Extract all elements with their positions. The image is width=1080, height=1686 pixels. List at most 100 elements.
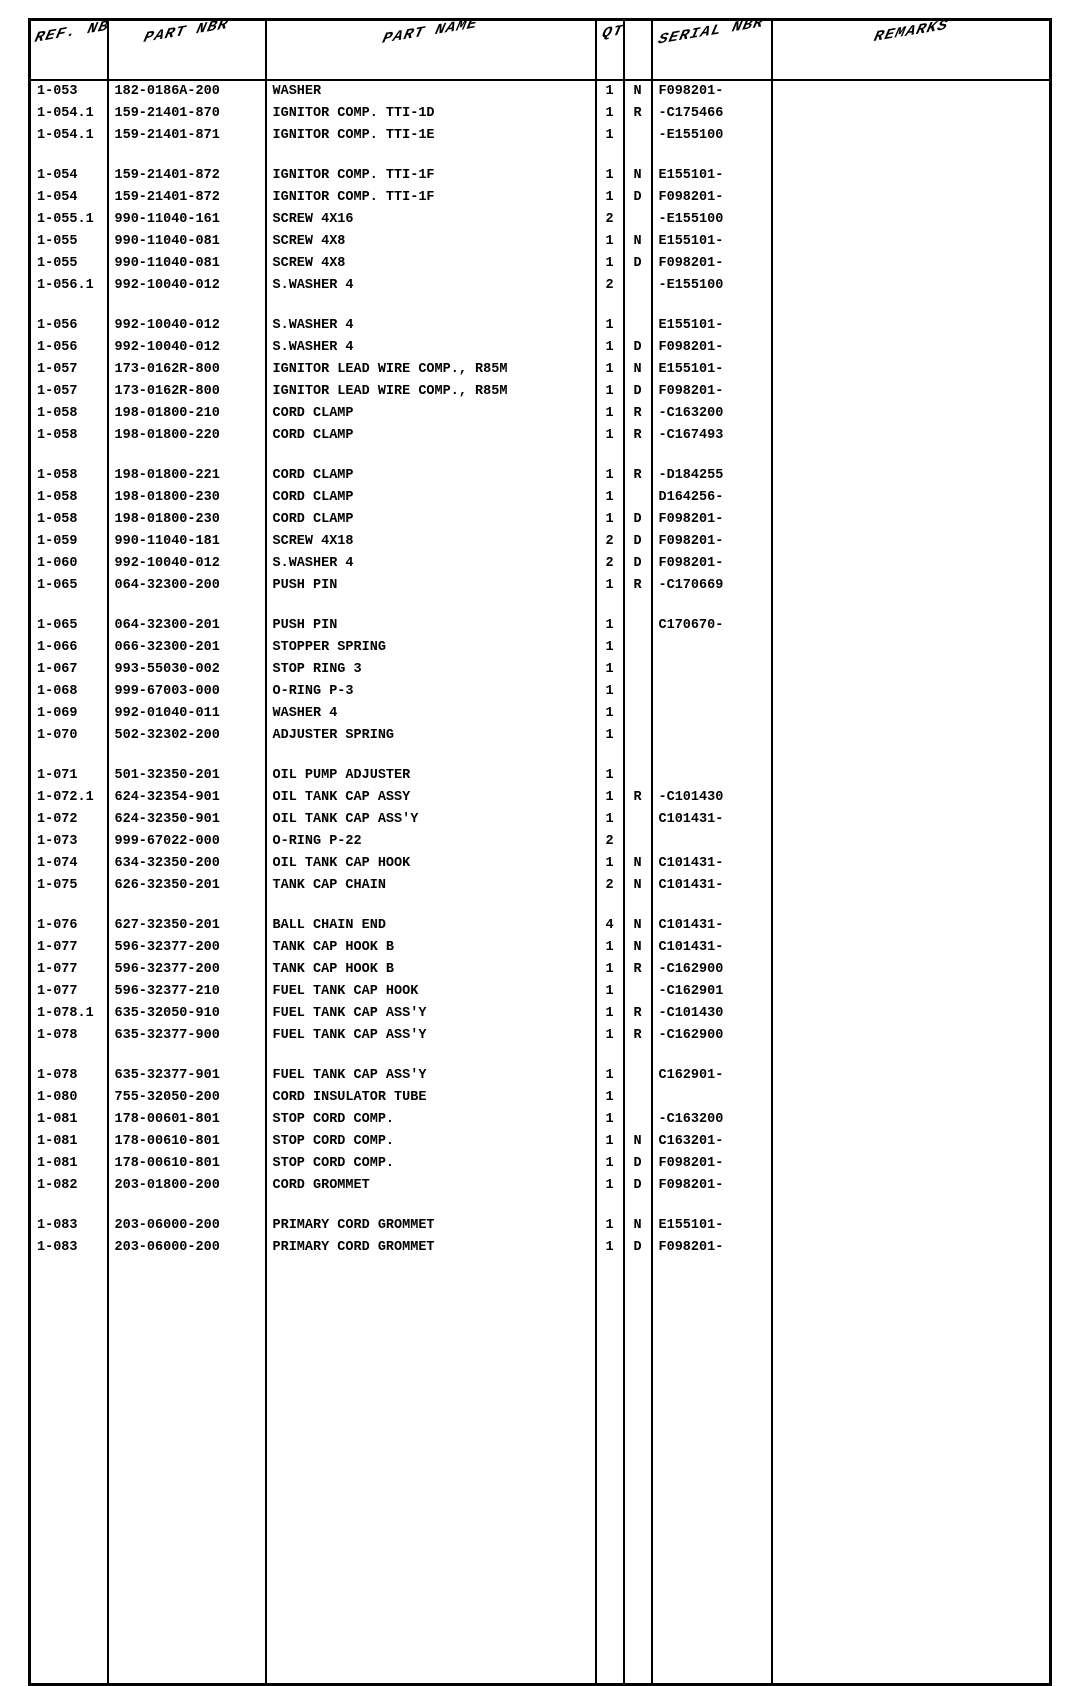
cell-ref: 1-057 bbox=[30, 359, 108, 381]
table-row: 1-055.1990-11040-161SCREW 4X162-E155100 bbox=[30, 209, 1051, 231]
cell-rem bbox=[772, 1003, 1051, 1025]
cell-rem bbox=[772, 103, 1051, 125]
table-row: 1-054159-21401-872IGNITOR COMP. TTI-1F1D… bbox=[30, 187, 1051, 209]
cell-ref: 1-054.1 bbox=[30, 125, 108, 147]
cell-ref: 1-054 bbox=[30, 165, 108, 187]
cell-qty: 1 bbox=[596, 253, 624, 275]
cell-ref: 1-080 bbox=[30, 1087, 108, 1109]
cell-flag: R bbox=[624, 787, 652, 809]
cell-part: 198-01800-221 bbox=[108, 465, 266, 487]
header-ref: REF. NBR bbox=[30, 20, 108, 81]
cell-qty: 1 bbox=[596, 937, 624, 959]
cell-qty: 1 bbox=[596, 1215, 624, 1237]
cell-name: SCREW 4X16 bbox=[266, 209, 596, 231]
cell-rem bbox=[772, 465, 1051, 487]
cell-ref: 1-058 bbox=[30, 425, 108, 447]
cell-ser: C101431- bbox=[652, 853, 772, 875]
table-row: 1-056992-10040-012S.WASHER 41DF098201- bbox=[30, 337, 1051, 359]
cell-ser: F098201- bbox=[652, 1175, 772, 1197]
cell-part: 627-32350-201 bbox=[108, 915, 266, 937]
cell-name: OIL PUMP ADJUSTER bbox=[266, 765, 596, 787]
cell-qty: 1 bbox=[596, 165, 624, 187]
cell-rem bbox=[772, 125, 1051, 147]
cell-ser: E155101- bbox=[652, 165, 772, 187]
cell-rem bbox=[772, 487, 1051, 509]
table-row: 1-058198-01800-230CORD CLAMP1DF098201- bbox=[30, 509, 1051, 531]
cell-name: IGNITOR COMP. TTI-1D bbox=[266, 103, 596, 125]
cell-name: IGNITOR COMP. TTI-1E bbox=[266, 125, 596, 147]
cell-ref: 1-077 bbox=[30, 981, 108, 1003]
cell-ref: 1-053 bbox=[30, 80, 108, 103]
cell-name: FUEL TANK CAP ASS'Y bbox=[266, 1025, 596, 1047]
cell-ref: 1-055 bbox=[30, 231, 108, 253]
cell-part: 990-11040-181 bbox=[108, 531, 266, 553]
cell-part: 596-32377-210 bbox=[108, 981, 266, 1003]
group-spacer bbox=[30, 297, 1051, 315]
cell-ser: -C170669 bbox=[652, 575, 772, 597]
cell-part: 990-11040-081 bbox=[108, 253, 266, 275]
cell-part: 159-21401-870 bbox=[108, 103, 266, 125]
cell-flag: D bbox=[624, 531, 652, 553]
cell-name: TANK CAP CHAIN bbox=[266, 875, 596, 897]
cell-flag: R bbox=[624, 103, 652, 125]
table-row: 1-058198-01800-220CORD CLAMP1R-C167493 bbox=[30, 425, 1051, 447]
cell-part: 198-01800-210 bbox=[108, 403, 266, 425]
cell-ref: 1-066 bbox=[30, 637, 108, 659]
cell-part: 198-01800-220 bbox=[108, 425, 266, 447]
table-row: 1-058198-01800-221CORD CLAMP1R-D184255 bbox=[30, 465, 1051, 487]
header-flag bbox=[624, 20, 652, 81]
table-row: 1-077596-32377-200TANK CAP HOOK B1NC1014… bbox=[30, 937, 1051, 959]
cell-part: 992-10040-012 bbox=[108, 275, 266, 297]
cell-ref: 1-060 bbox=[30, 553, 108, 575]
cell-rem bbox=[772, 275, 1051, 297]
header-serial: SERIAL NBR bbox=[652, 20, 772, 81]
cell-part: 624-32350-901 bbox=[108, 809, 266, 831]
cell-qty: 2 bbox=[596, 875, 624, 897]
cell-ref: 1-055 bbox=[30, 253, 108, 275]
cell-part: 596-32377-200 bbox=[108, 959, 266, 981]
cell-part: 624-32354-901 bbox=[108, 787, 266, 809]
table-row: 1-081178-00610-801STOP CORD COMP.1NC1632… bbox=[30, 1131, 1051, 1153]
cell-rem bbox=[772, 509, 1051, 531]
table-row: 1-056.1992-10040-012S.WASHER 42-E155100 bbox=[30, 275, 1051, 297]
cell-ref: 1-054 bbox=[30, 187, 108, 209]
cell-part: 990-11040-081 bbox=[108, 231, 266, 253]
cell-flag: D bbox=[624, 1237, 652, 1259]
cell-ref: 1-058 bbox=[30, 403, 108, 425]
cell-qty: 4 bbox=[596, 915, 624, 937]
cell-part: 203-01800-200 bbox=[108, 1175, 266, 1197]
cell-name: IGNITOR COMP. TTI-1F bbox=[266, 165, 596, 187]
cell-part: 992-10040-012 bbox=[108, 553, 266, 575]
cell-rem bbox=[772, 875, 1051, 897]
cell-ref: 1-070 bbox=[30, 725, 108, 747]
cell-qty: 1 bbox=[596, 765, 624, 787]
cell-rem bbox=[772, 1215, 1051, 1237]
cell-flag: D bbox=[624, 553, 652, 575]
cell-qty: 1 bbox=[596, 315, 624, 337]
cell-flag bbox=[624, 725, 652, 747]
cell-flag: D bbox=[624, 187, 652, 209]
cell-ref: 1-065 bbox=[30, 575, 108, 597]
cell-flag bbox=[624, 681, 652, 703]
cell-flag bbox=[624, 765, 652, 787]
cell-flag: D bbox=[624, 381, 652, 403]
cell-rem bbox=[772, 915, 1051, 937]
cell-name: S.WASHER 4 bbox=[266, 553, 596, 575]
cell-rem bbox=[772, 725, 1051, 747]
group-spacer bbox=[30, 597, 1051, 615]
cell-name: OIL TANK CAP ASSY bbox=[266, 787, 596, 809]
cell-name: STOP CORD COMP. bbox=[266, 1153, 596, 1175]
cell-name: IGNITOR COMP. TTI-1F bbox=[266, 187, 596, 209]
cell-name: CORD CLAMP bbox=[266, 425, 596, 447]
cell-name: OIL TANK CAP ASS'Y bbox=[266, 809, 596, 831]
cell-ser: -C162901 bbox=[652, 981, 772, 1003]
table-row: 1-068999-67003-000O-RING P-31 bbox=[30, 681, 1051, 703]
cell-name: BALL CHAIN END bbox=[266, 915, 596, 937]
cell-ser: -C101430 bbox=[652, 1003, 772, 1025]
cell-rem bbox=[772, 981, 1051, 1003]
cell-qty: 2 bbox=[596, 275, 624, 297]
cell-qty: 1 bbox=[596, 725, 624, 747]
header-name: PART NAME bbox=[266, 20, 596, 81]
cell-part: 173-0162R-800 bbox=[108, 359, 266, 381]
cell-part: 173-0162R-800 bbox=[108, 381, 266, 403]
